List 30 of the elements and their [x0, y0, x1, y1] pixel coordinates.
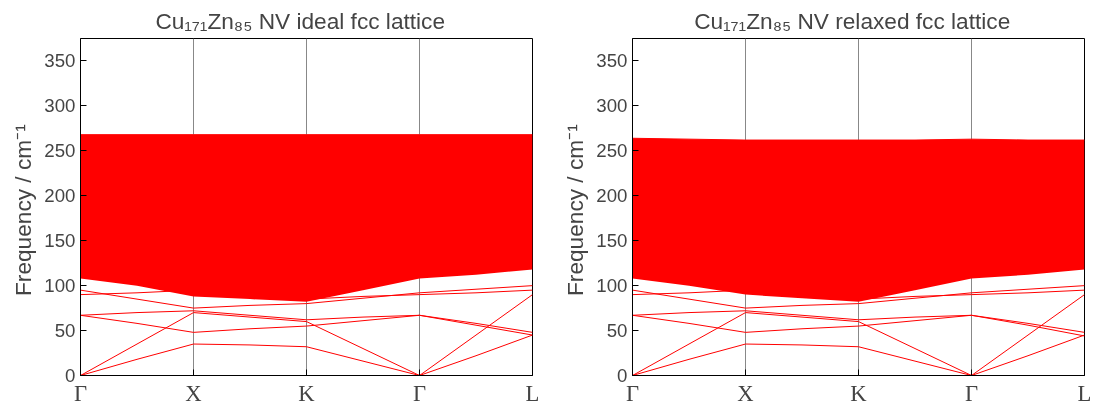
y-tick-label: 300 — [596, 95, 628, 117]
y-tick-label: 150 — [44, 230, 76, 252]
x-tick-label: Γ — [73, 380, 88, 406]
x-tick-label: L — [525, 380, 540, 406]
x-tick-label: Γ — [412, 380, 427, 406]
x-tick-label: X — [737, 380, 754, 406]
x-tick-label: K — [850, 380, 868, 406]
chart-title: Cu₁₇₁Zn₈₅ NV relaxed fcc lattice — [694, 7, 1011, 34]
x-tick-label: L — [1077, 380, 1092, 406]
y-tick-label: 150 — [596, 230, 628, 252]
x-tick-label: K — [298, 380, 316, 406]
x-tick-label: Γ — [625, 380, 640, 406]
y-tick-label: 100 — [596, 275, 628, 297]
y-tick-label: 350 — [44, 50, 76, 72]
y-tick-label: 200 — [44, 185, 76, 207]
y-tick-label: 250 — [44, 140, 76, 162]
y-tick-label: 50 — [606, 320, 628, 342]
y-tick-label: 250 — [596, 140, 628, 162]
y-tick-label: 100 — [44, 275, 76, 297]
y-tick-label: 200 — [596, 185, 628, 207]
x-tick-label: Γ — [964, 380, 979, 406]
y-axis-title: Frequency / cm⁻¹ — [562, 123, 589, 296]
y-tick-label: 300 — [44, 95, 76, 117]
x-tick-label: X — [185, 380, 202, 406]
y-tick-label: 350 — [596, 50, 628, 72]
y-tick-label: 0 — [65, 365, 76, 386]
y-tick-label: 50 — [54, 320, 76, 342]
y-tick-label: 0 — [617, 365, 628, 386]
chart-title: Cu₁₇₁Zn₈₅ NV ideal fcc lattice — [155, 7, 446, 34]
y-axis-title: Frequency / cm⁻¹ — [10, 123, 37, 296]
